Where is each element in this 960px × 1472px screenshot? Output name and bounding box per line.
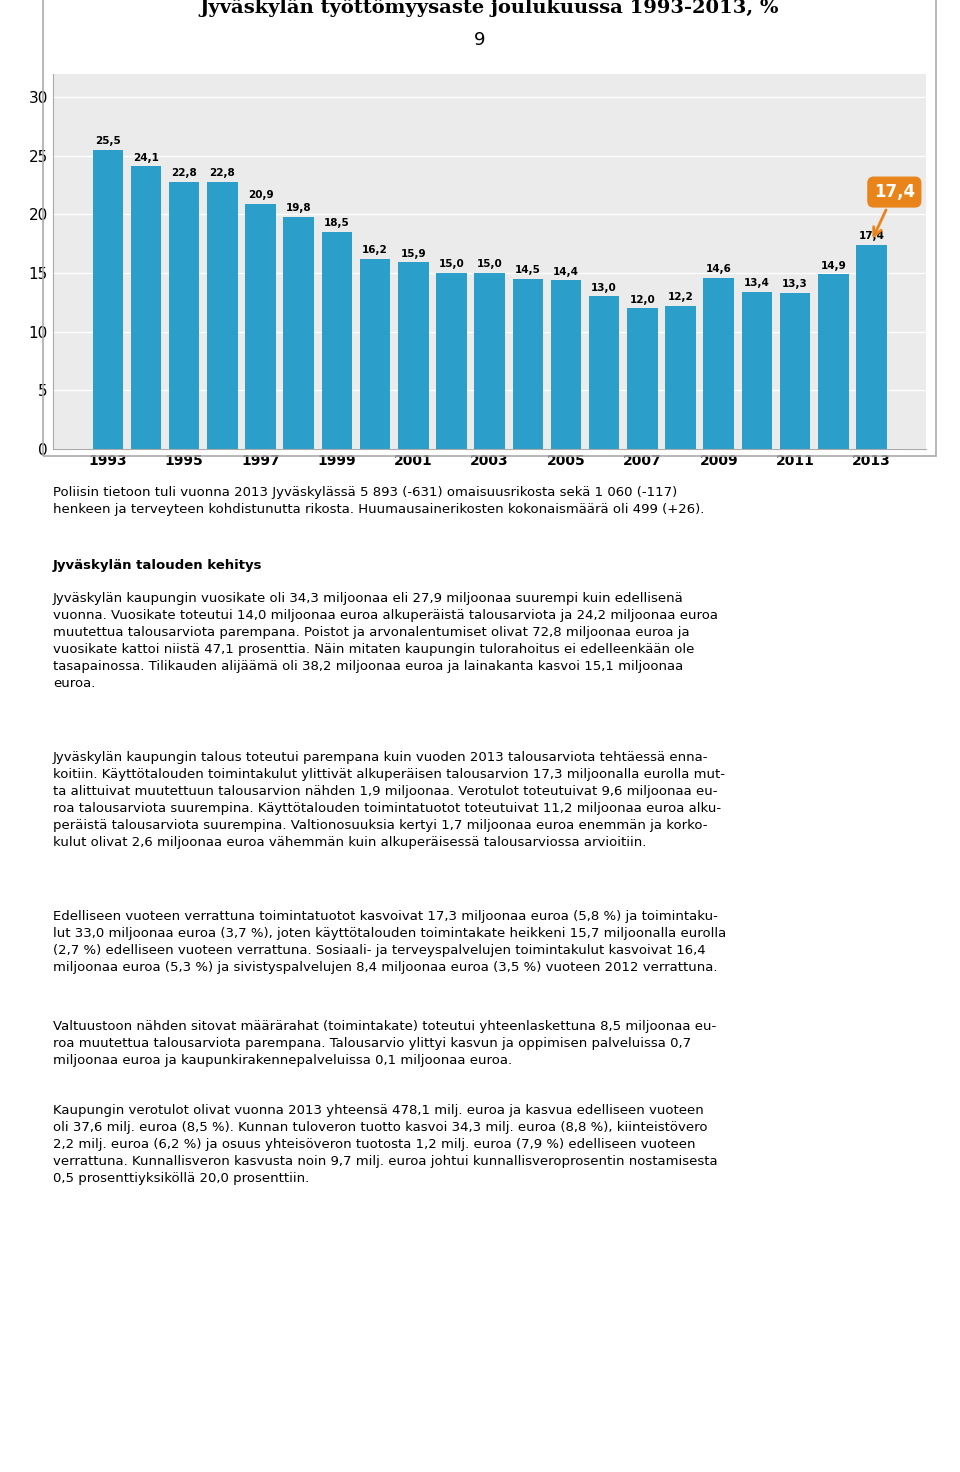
Text: Jyväskylän kaupungin vuosikate oli 34,3 miljoonaa eli 27,9 miljoonaa suurempi ku: Jyväskylän kaupungin vuosikate oli 34,3 …	[53, 592, 718, 690]
Text: 22,8: 22,8	[171, 168, 197, 178]
Text: Valtuustoon nähden sitovat määrärahat (toimintakate) toteutui yhteenlaskettuna 8: Valtuustoon nähden sitovat määrärahat (t…	[53, 1020, 716, 1067]
Bar	[704, 278, 734, 449]
Text: 9: 9	[474, 31, 486, 49]
Text: Jyväskylän kaupungin talous toteutui parempana kuin vuoden 2013 talousarviota te: Jyväskylän kaupungin talous toteutui par…	[53, 751, 725, 849]
Text: 13,3: 13,3	[782, 280, 808, 290]
Bar	[131, 166, 161, 449]
Text: 24,1: 24,1	[133, 153, 159, 163]
Bar	[551, 280, 581, 449]
Text: 17,4: 17,4	[874, 183, 915, 236]
Text: 20,9: 20,9	[248, 190, 274, 200]
Bar	[398, 262, 428, 449]
Bar	[360, 259, 391, 449]
Bar	[856, 244, 887, 449]
Bar	[513, 278, 543, 449]
Text: Edelliseen vuoteen verrattuna toimintatuotot kasvoivat 17,3 miljoonaa euroa (5,8: Edelliseen vuoteen verrattuna toimintatu…	[53, 910, 726, 973]
Text: 17,4: 17,4	[858, 231, 884, 241]
Text: 15,0: 15,0	[439, 259, 465, 269]
Text: 22,8: 22,8	[209, 168, 235, 178]
Bar	[322, 233, 352, 449]
Bar	[665, 306, 696, 449]
Bar	[588, 296, 619, 449]
Text: 18,5: 18,5	[324, 218, 349, 228]
Bar	[742, 291, 772, 449]
Text: 15,0: 15,0	[477, 259, 502, 269]
Text: Jyväskylän työttömyysaste joulukuussa 1993-2013, %: Jyväskylän työttömyysaste joulukuussa 19…	[200, 0, 780, 16]
Bar	[474, 272, 505, 449]
Bar	[169, 181, 200, 449]
Bar	[780, 293, 810, 449]
Text: 15,9: 15,9	[400, 249, 426, 259]
Text: Jyväskylän talouden kehitys: Jyväskylän talouden kehitys	[53, 559, 262, 573]
Text: 14,4: 14,4	[553, 266, 579, 277]
Bar	[436, 272, 467, 449]
Text: 14,9: 14,9	[821, 261, 846, 271]
Bar	[245, 203, 276, 449]
Bar	[627, 308, 658, 449]
Text: 14,5: 14,5	[515, 265, 540, 275]
Text: 16,2: 16,2	[362, 246, 388, 256]
Text: 13,4: 13,4	[744, 278, 770, 289]
Bar	[207, 181, 238, 449]
Text: 12,2: 12,2	[667, 293, 693, 302]
Text: 14,6: 14,6	[706, 263, 732, 274]
Bar	[92, 150, 123, 449]
Bar	[818, 274, 849, 449]
Text: 12,0: 12,0	[630, 294, 656, 305]
Text: 13,0: 13,0	[591, 283, 617, 293]
Bar	[283, 216, 314, 449]
Text: Poliisin tietoon tuli vuonna 2013 Jyväskylässä 5 893 (-631) omaisuusrikosta sekä: Poliisin tietoon tuli vuonna 2013 Jyväsk…	[53, 486, 705, 515]
Text: Kaupungin verotulot olivat vuonna 2013 yhteensä 478,1 milj. euroa ja kasvua edel: Kaupungin verotulot olivat vuonna 2013 y…	[53, 1104, 717, 1185]
Text: 25,5: 25,5	[95, 137, 121, 146]
Text: 19,8: 19,8	[286, 203, 311, 213]
